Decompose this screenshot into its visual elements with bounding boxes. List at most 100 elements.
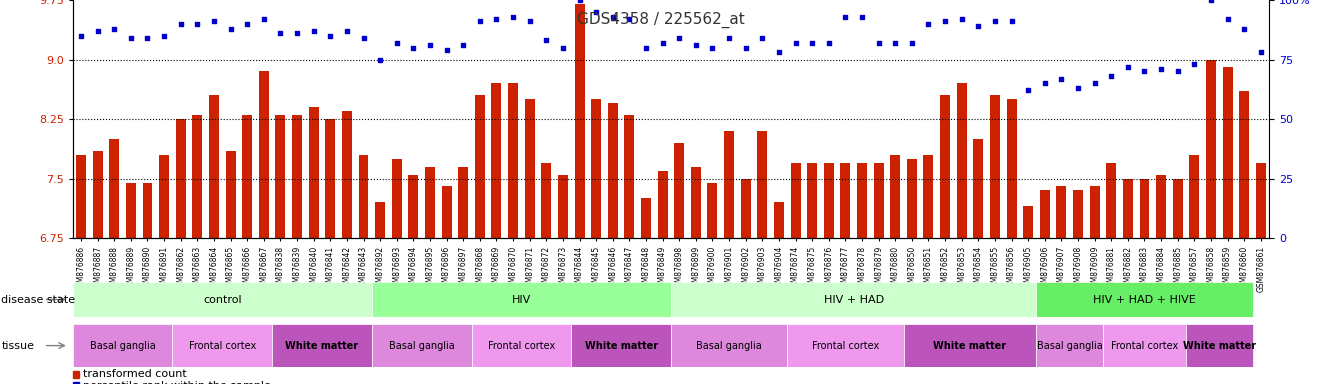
Point [1150, 66, 1171, 72]
Point [652, 40, 673, 46]
Bar [492, 83, 501, 238]
Text: Basal ganglia: Basal ganglia [697, 341, 761, 351]
Bar [990, 95, 999, 238]
Bar [724, 131, 734, 238]
Bar [890, 155, 900, 238]
Bar [143, 182, 152, 238]
Point [254, 16, 275, 22]
Point [1034, 80, 1055, 86]
Bar [475, 95, 485, 238]
Bar [707, 182, 718, 238]
Point [884, 40, 906, 46]
Point [386, 40, 407, 46]
Bar [1223, 68, 1232, 238]
Bar [824, 163, 834, 238]
Point [785, 40, 806, 46]
Bar [808, 163, 817, 238]
Bar [292, 115, 301, 238]
Bar [624, 115, 635, 238]
Text: transformed count: transformed count [82, 369, 186, 379]
Text: percentile rank within the sample: percentile rank within the sample [82, 381, 271, 384]
Text: HIV + HAD: HIV + HAD [824, 295, 884, 305]
FancyBboxPatch shape [73, 282, 371, 317]
Point [436, 47, 457, 53]
Point [70, 33, 91, 39]
Bar [907, 159, 917, 238]
Point [469, 18, 490, 25]
Text: White matter: White matter [584, 341, 657, 351]
Point [968, 23, 989, 29]
Text: tissue: tissue [1, 341, 34, 351]
Point [735, 45, 756, 51]
Point [1018, 88, 1039, 94]
Point [902, 40, 923, 46]
Bar [791, 163, 801, 238]
Point [103, 25, 124, 31]
Bar [408, 175, 418, 238]
Bar [442, 187, 452, 238]
Bar [874, 163, 883, 238]
Point [219, 25, 241, 31]
Bar [591, 99, 602, 238]
Bar [575, 4, 584, 238]
Point [320, 33, 341, 39]
Bar [558, 175, 568, 238]
Bar [275, 115, 286, 238]
Bar [73, 371, 79, 378]
FancyBboxPatch shape [1036, 324, 1103, 367]
Bar [657, 170, 668, 238]
Point [818, 40, 839, 46]
FancyBboxPatch shape [472, 324, 571, 367]
Bar [209, 95, 219, 238]
Bar [73, 382, 79, 384]
Point [669, 35, 690, 41]
FancyBboxPatch shape [903, 324, 1036, 367]
Bar [1107, 163, 1116, 238]
Point [935, 18, 956, 25]
Bar [325, 119, 336, 238]
Point [1084, 80, 1105, 86]
FancyBboxPatch shape [1036, 282, 1252, 317]
Point [834, 13, 855, 20]
Text: Frontal cortex: Frontal cortex [812, 341, 879, 351]
Bar [192, 115, 202, 238]
Bar [308, 107, 319, 238]
Point [370, 56, 391, 63]
Bar [857, 163, 867, 238]
Text: Basal ganglia: Basal ganglia [1036, 341, 1103, 351]
FancyBboxPatch shape [272, 324, 371, 367]
Point [985, 18, 1006, 25]
Point [636, 45, 657, 51]
FancyBboxPatch shape [1186, 324, 1252, 367]
Point [353, 35, 374, 41]
FancyBboxPatch shape [1103, 324, 1186, 367]
Point [486, 16, 508, 22]
Bar [1056, 187, 1067, 238]
Point [869, 40, 890, 46]
Bar [1073, 190, 1083, 238]
Bar [126, 182, 136, 238]
Point [535, 37, 557, 43]
Point [1200, 0, 1222, 3]
Point [851, 13, 873, 20]
Point [586, 9, 607, 15]
Bar [1206, 60, 1216, 238]
Bar [1040, 190, 1050, 238]
FancyBboxPatch shape [787, 324, 903, 367]
Bar [93, 151, 103, 238]
Text: HIV + HAD + HIVE: HIV + HAD + HIVE [1093, 295, 1196, 305]
Point [419, 42, 440, 48]
Point [1251, 49, 1272, 55]
Point [336, 28, 357, 34]
Bar [758, 131, 767, 238]
Bar [674, 143, 685, 238]
Point [237, 21, 258, 27]
Point [768, 49, 789, 55]
Bar [1239, 91, 1249, 238]
Text: GDS4358 / 225562_at: GDS4358 / 225562_at [578, 12, 744, 28]
Text: Basal ganglia: Basal ganglia [90, 341, 156, 351]
Bar [924, 155, 933, 238]
FancyBboxPatch shape [172, 324, 272, 367]
Point [603, 13, 624, 20]
Bar [508, 83, 518, 238]
